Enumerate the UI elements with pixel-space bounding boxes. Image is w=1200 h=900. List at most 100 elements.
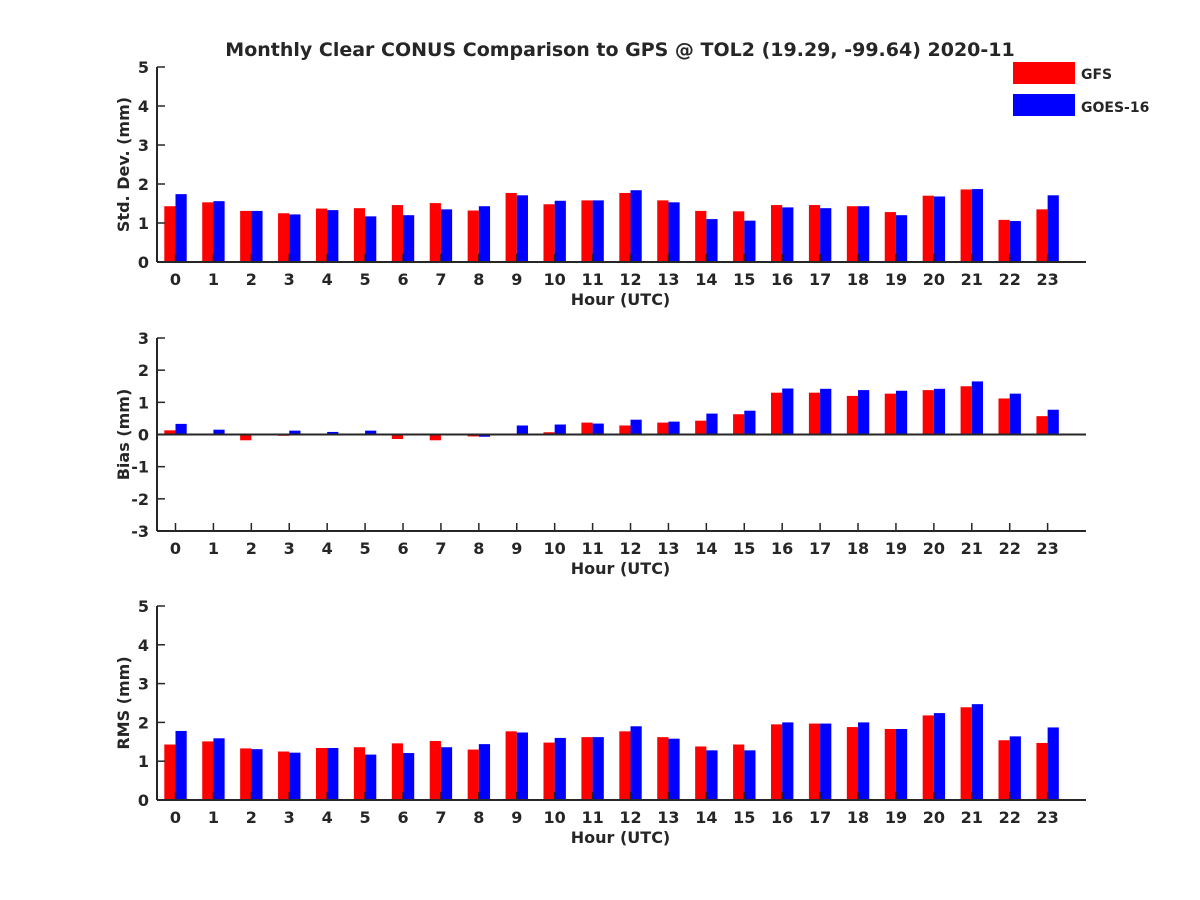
- bar-gfs-hour-18: [846, 395, 859, 435]
- y-tick-label: 5: [138, 58, 149, 77]
- bar-gfs-hour-16: [770, 392, 783, 435]
- bar-gfs-hour-16: [770, 205, 783, 262]
- bar-goes16-hour-14: [706, 413, 718, 435]
- x-tick-label: 16: [771, 539, 793, 558]
- x-tick-label: 7: [435, 539, 446, 558]
- bar-goes16-hour-19: [895, 729, 908, 800]
- x-tick-label: 8: [473, 539, 484, 558]
- x-tick-label: 0: [170, 539, 181, 558]
- x-tick-label: 7: [435, 808, 446, 827]
- bar-goes16-hour-11: [592, 200, 604, 262]
- bar-gfs-hour-18: [846, 206, 859, 262]
- bar-goes16-hour-18: [858, 206, 870, 262]
- bar-goes16-hour-11: [592, 737, 604, 800]
- bar-goes16-hour-8: [478, 744, 491, 800]
- bar-goes16-hour-23: [1047, 195, 1059, 262]
- y-tick-label: -3: [131, 522, 149, 541]
- x-tick-label: 21: [961, 539, 983, 558]
- bar-goes16-hour-21: [971, 381, 983, 435]
- bar-gfs-hour-5: [353, 208, 366, 262]
- bar-goes16-hour-20: [933, 713, 946, 800]
- x-tick-label: 2: [246, 808, 257, 827]
- bar-gfs-hour-22: [998, 398, 1010, 435]
- bar-goes16-hour-7: [440, 209, 453, 262]
- legend-label-goes16: GOES-16: [1081, 100, 1149, 116]
- x-tick-label: 23: [1036, 808, 1058, 827]
- x-tick-label: 23: [1036, 270, 1058, 289]
- bar-goes16-hour-23: [1047, 727, 1059, 800]
- x-tick-label: 12: [619, 808, 641, 827]
- bar-gfs-hour-19: [884, 393, 896, 435]
- bar-goes16-hour-13: [668, 738, 680, 800]
- bar-gfs-hour-17: [808, 392, 821, 435]
- bar-goes16-hour-16: [782, 207, 794, 262]
- x-tick-label: 5: [360, 808, 371, 827]
- x-tick-label: 13: [657, 539, 679, 558]
- y-tick-label: 3: [138, 675, 149, 694]
- bar-goes16-hour-13: [668, 202, 680, 262]
- x-tick-label: 8: [473, 808, 484, 827]
- x-axis-label: Hour (UTC): [571, 559, 671, 578]
- bar-goes16-hour-1: [213, 201, 225, 262]
- bar-gfs-hour-14: [695, 420, 707, 435]
- bar-goes16-hour-3: [289, 752, 301, 800]
- bar-goes16-hour-5: [365, 430, 377, 435]
- bar-gfs-hour-23: [1036, 742, 1048, 800]
- bar-gfs-hour-11: [581, 737, 593, 800]
- x-tick-label: 16: [771, 808, 793, 827]
- bar-goes16-hour-11: [592, 423, 604, 435]
- x-tick-label: 17: [809, 808, 831, 827]
- bar-goes16-hour-0: [175, 194, 187, 262]
- bar-goes16-hour-9: [516, 195, 528, 262]
- y-tick-label: 4: [138, 97, 149, 116]
- bar-goes16-hour-10: [554, 424, 566, 435]
- x-tick-label: 10: [544, 808, 566, 827]
- bar-goes16-hour-16: [782, 388, 794, 435]
- bar-goes16-hour-8: [478, 206, 491, 262]
- bar-goes16-hour-17: [820, 723, 832, 800]
- x-tick-label: 3: [284, 539, 295, 558]
- y-tick-label: 2: [138, 361, 149, 380]
- bar-gfs-hour-1: [202, 202, 214, 262]
- x-tick-label: 14: [695, 270, 717, 289]
- bar-gfs-hour-2: [240, 210, 252, 262]
- x-tick-label: 21: [961, 808, 983, 827]
- bar-gfs-hour-15: [733, 744, 745, 800]
- bar-gfs-hour-7: [429, 203, 441, 262]
- x-tick-label: 14: [695, 808, 717, 827]
- bar-goes16-hour-12: [630, 726, 642, 800]
- x-tick-label: 2: [246, 539, 257, 558]
- bar-gfs-hour-23: [1036, 416, 1048, 435]
- bar-gfs-hour-23: [1036, 209, 1048, 262]
- bar-gfs-hour-14: [695, 210, 707, 262]
- bar-goes16-hour-7: [440, 747, 453, 800]
- bar-gfs-hour-7: [429, 434, 441, 441]
- bar-gfs-hour-19: [884, 212, 896, 262]
- x-tick-label: 3: [284, 270, 295, 289]
- y-tick-label: 2: [138, 713, 149, 732]
- bar-goes16-hour-4: [327, 431, 339, 435]
- bar-goes16-hour-2: [251, 749, 263, 800]
- bar-gfs-hour-8: [467, 210, 479, 262]
- bar-gfs-hour-15: [733, 414, 745, 435]
- bar-gfs-hour-10: [543, 204, 555, 262]
- x-axis-label: Hour (UTC): [571, 828, 671, 847]
- x-tick-label: 5: [360, 539, 371, 558]
- x-tick-label: 12: [619, 539, 641, 558]
- bar-goes16-hour-14: [706, 750, 718, 800]
- y-tick-label: 1: [138, 393, 149, 412]
- bar-gfs-hour-2: [240, 434, 252, 441]
- x-tick-label: 15: [733, 539, 755, 558]
- x-tick-label: 20: [923, 539, 945, 558]
- x-tick-label: 22: [999, 539, 1021, 558]
- bar-gfs-hour-9: [505, 731, 517, 800]
- bar-gfs-hour-13: [657, 200, 669, 262]
- bar-goes16-hour-3: [289, 430, 301, 435]
- bar-goes16-hour-19: [895, 215, 908, 262]
- x-tick-label: 5: [360, 270, 371, 289]
- x-tick-label: 22: [999, 808, 1021, 827]
- y-tick-label: -2: [131, 490, 149, 509]
- x-tick-label: 9: [511, 808, 522, 827]
- bar-goes16-hour-18: [858, 722, 870, 800]
